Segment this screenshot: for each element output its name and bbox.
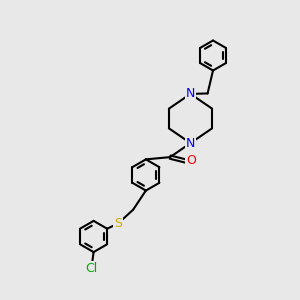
Text: N: N	[186, 137, 195, 150]
Text: Cl: Cl	[85, 262, 98, 275]
Text: O: O	[186, 154, 196, 167]
Text: N: N	[186, 87, 195, 100]
Text: S: S	[114, 217, 122, 230]
